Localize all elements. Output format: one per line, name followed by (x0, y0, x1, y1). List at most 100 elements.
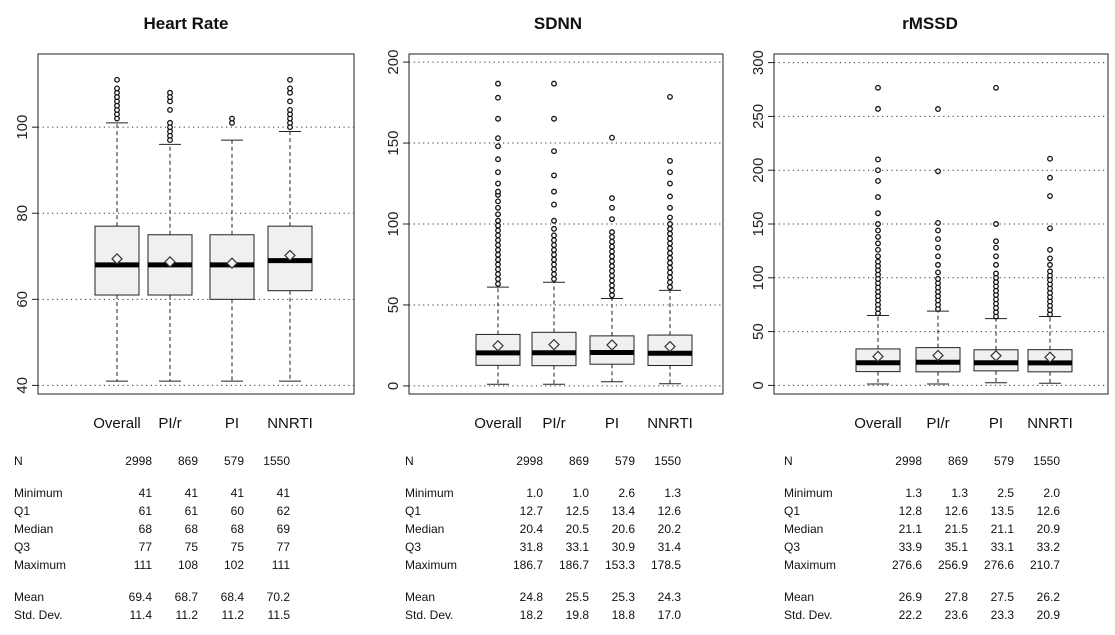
chart-title: Heart Rate (143, 14, 229, 33)
outlier-point (875, 178, 881, 184)
stats-row-label: Q3 (784, 540, 801, 554)
outlier-point (551, 115, 557, 122)
outlier-point (495, 169, 501, 176)
stats-cell: 21.5 (944, 522, 968, 536)
outlier-point (551, 276, 557, 282)
box-0 (855, 84, 901, 385)
outlier-point (495, 246, 501, 253)
outlier-point (495, 271, 501, 278)
stats-row: Q3 31.8 33.1 30.9 31.4 (405, 538, 681, 556)
stats-row: Std. Dev. 22.2 23.6 23.3 20.9 (784, 606, 1060, 624)
stats-row-label: Q1 (14, 504, 31, 518)
y-tick-label: 300 (750, 50, 767, 75)
chart-title: SDNN (533, 14, 583, 33)
outlier-point (667, 157, 673, 164)
stats-row-label: Mean (784, 590, 815, 604)
outlier-point (993, 244, 999, 251)
stats-cell: 11.2 (221, 608, 244, 622)
outlier-point (495, 251, 501, 258)
outlier-point (495, 143, 501, 150)
stats-cell: 11.4 (129, 608, 152, 622)
outlier-point (667, 193, 673, 200)
y-tick-label: 150 (385, 131, 402, 156)
box-3 (267, 76, 313, 382)
mean-marker (284, 249, 296, 262)
stats-cell: 2.0 (1043, 486, 1060, 500)
outlier-point (667, 269, 673, 276)
outlier-point (1047, 193, 1053, 199)
x-category-label: Overall (93, 415, 141, 432)
y-tick-label: 100 (385, 211, 402, 236)
y-tick-label: 200 (750, 158, 767, 183)
outlier-point (609, 234, 615, 240)
stats-cell: 1550 (1033, 454, 1060, 468)
outlier-point (1047, 246, 1053, 253)
outlier-point (609, 287, 615, 294)
rmssd-stats-table: N 2998 869 579 1550 Minimum 1.3 1.3 2.5 2.0 Q1 12.8… (784, 452, 1060, 624)
stats-cell: 178.5 (650, 558, 681, 572)
outlier-point (495, 204, 501, 211)
outlier-point (551, 256, 557, 263)
stats-cell: 31.8 (519, 540, 543, 554)
mean-marker (990, 349, 1002, 362)
outlier-point (495, 80, 501, 87)
y-tick-label: 50 (750, 323, 767, 340)
box-2 (589, 134, 635, 383)
stats-row: Median 68 68 68 69 (14, 520, 290, 538)
outlier-point (551, 201, 557, 208)
outlier-point (551, 266, 557, 273)
stats-cell: 68 (184, 522, 198, 536)
outlier-point (551, 80, 557, 87)
outlier-point (551, 261, 557, 268)
stats-cell: 869 (177, 454, 198, 468)
stats-cell: 23.3 (990, 608, 1014, 622)
outlier-point (167, 119, 173, 126)
outlier-point (609, 134, 615, 141)
outlier-point (495, 266, 501, 273)
stats-row-label: Minimum (784, 486, 833, 500)
outlier-point (667, 255, 673, 261)
stats-row: Q3 33.9 35.1 33.1 33.2 (784, 538, 1060, 556)
stats-cell: 111 (133, 558, 152, 572)
stats-row: N 2998 869 579 1550 (14, 452, 290, 470)
sdnn-panel: SDNN 0 50 100 150 200 Overall PI/r PI NNRTI N 299… (372, 0, 744, 635)
stats-row: Minimum 1.3 1.3 2.5 2.0 (784, 484, 1060, 502)
stats-cell: 26.9 (898, 590, 922, 604)
stats-cell: 41 (230, 486, 244, 500)
outlier-point (609, 253, 615, 260)
stats-cell: 276.6 (891, 558, 922, 572)
stats-cell: 24.3 (657, 590, 681, 604)
outlier-point (935, 253, 941, 260)
stats-row-label: Q1 (405, 504, 422, 518)
stats-row-label: N (405, 454, 414, 468)
stats-cell: 25.3 (611, 590, 635, 604)
outlier-point (667, 221, 673, 227)
outlier-point (935, 269, 941, 276)
box-2 (209, 115, 255, 382)
stats-cell: 60 (230, 504, 244, 518)
stats-row-label: Std. Dev. (405, 608, 454, 622)
stats-cell: 20.9 (1036, 608, 1060, 622)
outlier-point (609, 238, 615, 245)
stats-cell: 869 (568, 454, 589, 468)
stats-cell: 20.4 (519, 522, 543, 536)
outlier-point (667, 169, 673, 176)
mean-marker (872, 350, 884, 363)
outlier-point (667, 240, 673, 247)
stats-cell: 11.5 (267, 608, 290, 622)
stats-cell: 26.2 (1036, 590, 1060, 604)
outlier-point (875, 221, 881, 227)
y-tick-label: 100 (750, 265, 767, 290)
mean-marker (164, 256, 176, 268)
outlier-point (667, 274, 673, 281)
stats-cell: 12.6 (657, 504, 681, 518)
y-tick-label: 200 (385, 50, 402, 75)
stats-cell: 18.2 (519, 608, 543, 622)
outlier-point (609, 243, 615, 250)
y-tick-label: 40 (14, 377, 31, 394)
outlier-point (551, 225, 557, 232)
x-category-label: PI/r (158, 415, 181, 432)
outlier-point (875, 210, 881, 217)
stats-row: Mean 24.8 25.5 25.3 24.3 (405, 588, 681, 606)
stats-cell: 61 (138, 504, 152, 518)
